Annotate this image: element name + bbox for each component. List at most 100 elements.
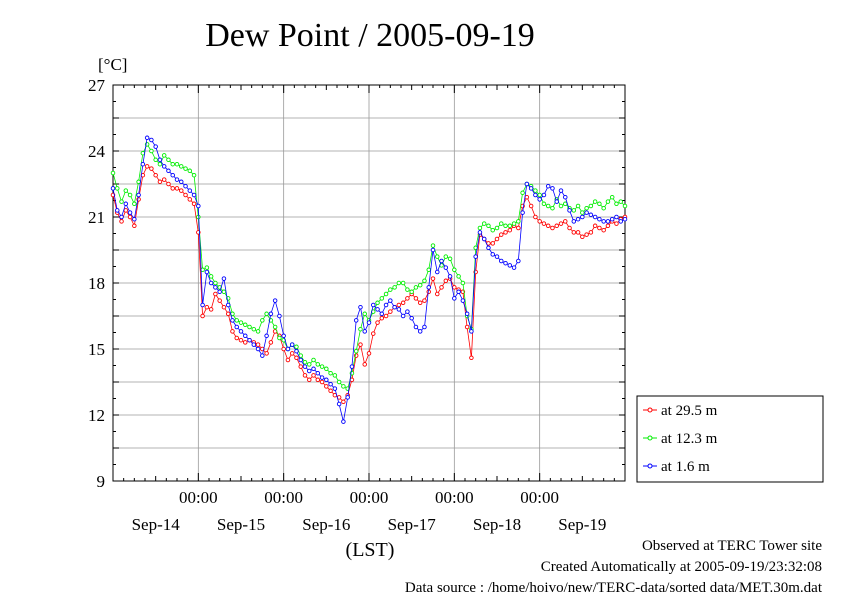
data-point [157,157,163,163]
data-point [136,192,141,198]
data-point [196,203,201,209]
data-point [353,318,359,323]
data-point [605,199,611,204]
data-point [243,333,248,339]
x-time-label: 00:00 [435,488,474,507]
data-point [204,269,210,275]
y-tick-label: 21 [88,208,105,227]
data-point [375,300,380,306]
footer-created: Created Automatically at 2005-09-19/23:3… [540,559,822,575]
data-point [243,322,248,328]
data-point [533,188,538,193]
data-point [341,384,346,389]
data-point [187,188,193,193]
data-point [315,362,321,367]
data-point [533,192,538,198]
data-point [507,227,513,233]
data-point [580,234,585,240]
data-point [550,186,555,191]
data-point [243,340,248,345]
data-point [558,188,564,193]
data-point [379,315,385,321]
data-point [550,225,555,231]
plot-frame [112,84,626,482]
data-point [490,241,495,246]
data-point [132,216,137,222]
data-point [213,280,218,286]
data-point [230,329,235,334]
data-point [435,269,440,275]
data-point [563,194,568,200]
data-point [255,346,261,352]
data-point [298,357,303,363]
data-point [622,216,628,222]
data-point [597,216,602,222]
data-point [481,221,487,226]
data-point [294,355,299,361]
data-point [336,379,342,385]
legend-entry-label: at 29.5 m [661,403,718,419]
data-point [260,353,265,358]
data-point [511,265,517,270]
data-point [439,258,444,264]
data-point [563,219,568,224]
data-point [383,313,389,319]
data-point [601,205,606,211]
data-point [140,161,146,167]
data-point [618,219,623,224]
data-point [580,210,585,215]
data-point [170,161,175,167]
x-axis-ticks: 00:00 00:00 00:00 00:00 00:00 Sep-14 Sep-15 Sep… [112,85,626,534]
data-point [592,223,598,229]
data-point [319,379,325,385]
plot-grid [113,84,625,482]
data-point [328,388,333,394]
data-point [187,168,193,174]
data-point [584,210,589,215]
data-point [452,285,457,290]
data-point [597,225,602,231]
x-time-label: 00:00 [350,488,389,507]
x-time-label: 00:00 [264,488,303,507]
legend-entry-label: at 12.3 m [661,431,718,447]
data-point [575,230,581,235]
data-point [580,214,585,220]
data-point [558,221,564,226]
data-point [251,342,257,347]
data-point [294,344,299,350]
x-date-label: Sep-15 [217,515,265,534]
data-point [486,245,491,251]
data-point [149,137,154,143]
data-point [319,364,325,369]
footer-notes: Observed at TERC Tower site Created Auto… [405,536,822,599]
data-point [179,164,184,169]
data-point [481,236,487,242]
data-point [200,302,205,308]
data-point [383,291,389,297]
data-point [601,227,606,233]
data-point [307,377,312,383]
data-point [161,177,167,182]
data-point [221,276,227,281]
data-point [204,265,210,270]
legend: at 29.5 m at 12.3 m at 1.6 m [636,395,824,483]
y-tick-label: 24 [88,142,106,161]
series-at-1-6-m [110,135,628,424]
data-point [264,311,269,317]
data-point [516,225,521,231]
x-axis-label: (LST) [346,539,395,561]
data-point [358,342,363,347]
data-point [417,329,423,334]
data-point [567,225,572,231]
data-point [409,289,414,295]
data-point [298,364,303,369]
data-point [208,280,214,286]
data-point [571,230,577,235]
data-point [605,223,611,229]
data-point [388,287,393,292]
data-point [545,183,551,189]
data-point [452,267,457,273]
data-point [537,197,542,202]
data-point [294,348,299,354]
data-point [157,179,163,185]
